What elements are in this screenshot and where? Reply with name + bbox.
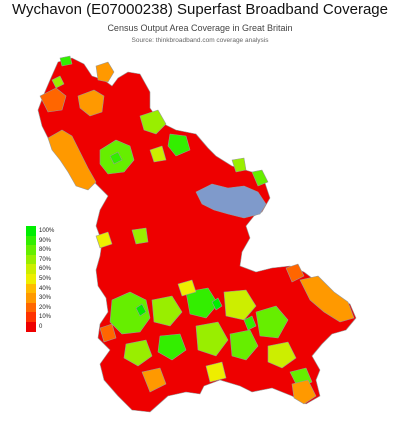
- area-orange-nw: [39, 87, 67, 113]
- area-lime-nc-3: [149, 145, 167, 163]
- area-lime-south-1: [151, 295, 183, 327]
- legend-swatch: [26, 235, 36, 246]
- area-green-south-2: [185, 287, 219, 319]
- area-orange-se: [299, 275, 355, 323]
- area-no-data: [195, 183, 267, 219]
- area-green-town-4: [211, 297, 223, 311]
- legend-swatch: [26, 264, 36, 275]
- legend-label: 70%: [39, 256, 52, 263]
- area-green-town-1: [109, 151, 123, 165]
- legend-label: 90%: [39, 237, 52, 244]
- area-lime-northwest: [51, 75, 65, 89]
- legend-swatch: [26, 226, 36, 236]
- legend-swatch: [26, 293, 36, 304]
- area-yellow-south-2: [205, 361, 227, 383]
- area-lime-south-5: [267, 341, 297, 369]
- legend-label: 50%: [39, 275, 52, 282]
- area-green-south-3: [255, 305, 289, 339]
- area-orange-west-2: [77, 89, 105, 117]
- area-orange-south-west: [99, 323, 117, 343]
- legend-label: 0: [39, 323, 43, 330]
- area-green-nc-2: [167, 133, 191, 157]
- area-yellow-west: [95, 231, 113, 249]
- area-lime-mid: [131, 227, 149, 245]
- legend-swatch: [26, 312, 36, 323]
- area-yellow-south: [177, 279, 197, 297]
- area-orange-west: [47, 129, 97, 191]
- source-note: Source: thinkbroadband.com coverage anal…: [131, 37, 269, 44]
- area-orange-se-3: [291, 379, 317, 405]
- area-green-south-4: [195, 321, 229, 357]
- area-lime-south-2: [223, 289, 257, 321]
- legend-swatch: [26, 254, 36, 265]
- area-lime-nc: [139, 109, 167, 135]
- area-orange-s: [141, 367, 167, 393]
- legend-label: 40%: [39, 285, 52, 292]
- legend-label: 100%: [39, 228, 55, 234]
- area-lime-east: [231, 157, 247, 173]
- area-green-south-5: [157, 333, 187, 361]
- legend-label: 60%: [39, 266, 52, 273]
- legend-swatch: [26, 321, 36, 332]
- legend-label: 80%: [39, 247, 52, 254]
- area-orange-se-2: [285, 263, 305, 283]
- area-green-north: [59, 55, 73, 67]
- page-title: Wychavon (E07000238) Superfast Broadband…: [12, 1, 388, 18]
- area-green-town-3: [135, 303, 147, 317]
- area-orange-north: [95, 61, 115, 83]
- page-subtitle: Census Output Area Coverage in Great Bri…: [107, 23, 293, 33]
- legend-swatch: [26, 283, 36, 294]
- area-green-town-2: [243, 315, 257, 331]
- area-lime-south-4: [123, 339, 153, 367]
- legend-swatch: [26, 273, 36, 284]
- legend-label: 30%: [39, 295, 52, 302]
- legend-swatch: [26, 302, 36, 313]
- area-green-east: [251, 169, 269, 187]
- legend-label: 20%: [39, 304, 52, 311]
- legend-label: 10%: [39, 314, 52, 321]
- legend-swatch: [26, 245, 36, 256]
- area-lime-south-3: [229, 329, 259, 361]
